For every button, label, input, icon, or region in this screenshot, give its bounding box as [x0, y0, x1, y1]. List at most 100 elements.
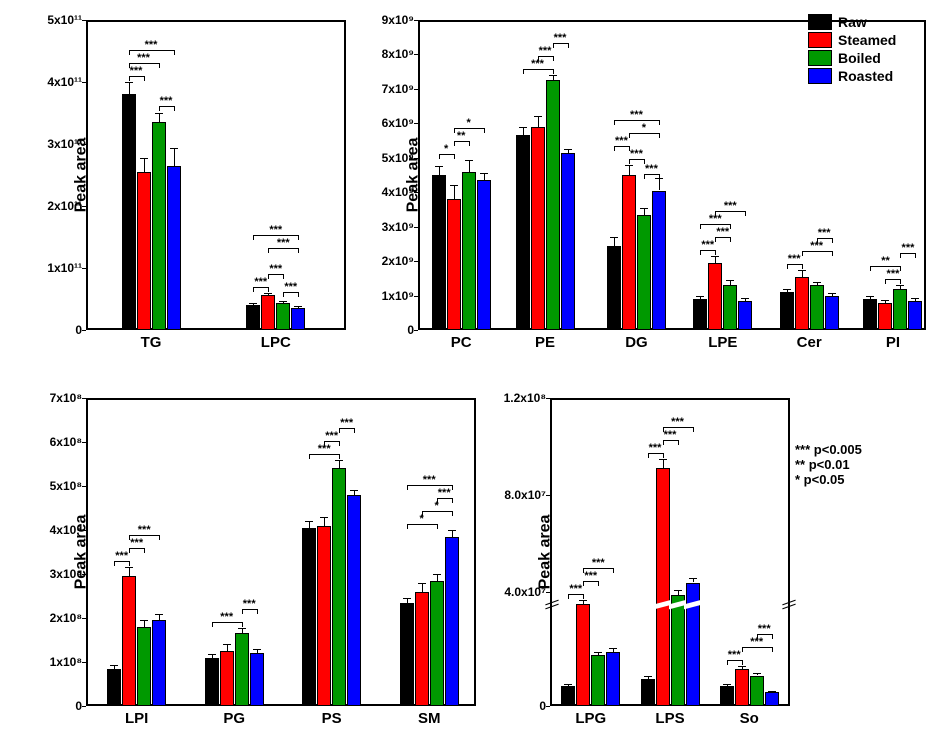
sig-label: *** [887, 268, 900, 280]
xlabel-LPC: LPC [261, 330, 291, 351]
xlabel-PE: PE [535, 330, 555, 351]
bar-PI-Roasted [908, 301, 922, 330]
legend-label: Raw [838, 14, 867, 30]
sig-label: *** [592, 557, 605, 569]
bar-So-Boiled [750, 676, 764, 706]
sig-label: *** [115, 550, 128, 562]
bar-LPE-Boiled [723, 285, 737, 330]
bar-TG-Steamed [137, 172, 151, 330]
bar-PS-Steamed [317, 526, 331, 706]
bar-PC-Raw [432, 175, 446, 330]
sig-label: * [444, 143, 448, 155]
bar-LPC-Raw [246, 305, 260, 330]
bar-DG-Boiled [637, 215, 651, 330]
bar-LPS-Steamed [656, 468, 670, 706]
bar-PE-Steamed [531, 127, 545, 330]
ytick-label: 4x10¹¹ [47, 75, 86, 89]
ytick-label: 2x10⁸ [50, 611, 86, 625]
pvalue-legend: *** p<0.005** p<0.01* p<0.05 [795, 442, 862, 487]
sig-label: *** [728, 649, 741, 661]
figure-root: Peak area01x10¹¹2x10¹¹3x10¹¹4x10¹¹5x10¹¹… [0, 0, 940, 738]
sig-label: *** [277, 237, 290, 249]
bar-PC-Roasted [477, 180, 491, 330]
bar-PG-Roasted [250, 653, 264, 706]
bar-TG-Boiled [152, 122, 166, 330]
legend-swatch [808, 50, 832, 66]
sig-label: *** [254, 276, 267, 288]
ytick-label: 5x10¹¹ [47, 13, 86, 27]
sig-label: *** [137, 52, 150, 64]
bar-Cer-Steamed [795, 277, 809, 330]
ytick-label: 4x10⁹ [382, 185, 418, 199]
sig-label: *** [569, 583, 582, 595]
sig-label: *** [138, 524, 151, 536]
ytick-label: 8x10⁹ [382, 47, 418, 61]
legend-swatch [808, 14, 832, 30]
bar-TG-Roasted [167, 166, 181, 330]
legend-swatch [808, 32, 832, 48]
bar-So-Steamed [735, 669, 749, 706]
sig-label: *** [758, 623, 771, 635]
pvalue-line: * p<0.05 [795, 472, 862, 487]
bar-PG-Raw [205, 658, 219, 706]
ytick-label: 1x10⁹ [382, 289, 418, 303]
sig-label: *** [243, 598, 256, 610]
bar-PI-Steamed [878, 303, 892, 330]
ytick-label: 5x10⁹ [382, 151, 418, 165]
legend-label: Boiled [838, 50, 881, 66]
xlabel-LPI: LPI [125, 706, 148, 727]
sig-label: *** [554, 32, 567, 44]
legend-item-Steamed: Steamed [808, 32, 896, 48]
xlabel-PG: PG [223, 706, 245, 727]
sig-label: *** [630, 148, 643, 160]
bar-Cer-Raw [780, 292, 794, 330]
pvalue-line: ** p<0.01 [795, 457, 862, 472]
sig-label: *** [902, 242, 915, 254]
xlabel-PS: PS [322, 706, 342, 727]
bar-PI-Boiled [893, 289, 907, 330]
bar-PE-Boiled [546, 80, 560, 330]
bar-Cer-Boiled [810, 285, 824, 330]
bar-SM-Steamed [415, 592, 429, 706]
bar-PE-Raw [516, 135, 530, 330]
legend-item-Roasted: Roasted [808, 68, 896, 84]
sig-label: *** [284, 281, 297, 293]
ytick-label: 4x10⁸ [50, 523, 86, 537]
ytick-label: 7x10⁹ [382, 82, 418, 96]
bar-LPS-Raw [641, 679, 655, 706]
sig-label: *** [649, 442, 662, 454]
legend-item-Boiled: Boiled [808, 50, 896, 66]
xlabel-LPS: LPS [655, 706, 684, 727]
sig-label: *** [269, 224, 282, 236]
bar-LPG-Boiled [591, 655, 605, 706]
sig-label: *** [340, 417, 353, 429]
ytick-label: 3x10⁹ [382, 220, 418, 234]
ytick-label: 1x10¹¹ [47, 261, 86, 275]
sig-label: *** [664, 429, 677, 441]
ytick-label: 8.0x10⁷ [504, 488, 550, 502]
bar-LPG-Roasted [606, 652, 620, 706]
bar-DG-Steamed [622, 175, 636, 330]
bar-LPC-Roasted [291, 308, 305, 330]
bar-So-Raw [720, 686, 734, 706]
sig-label: *** [539, 45, 552, 57]
sig-label: *** [325, 430, 338, 442]
bar-PE-Roasted [561, 153, 575, 330]
xlabel-DG: DG [625, 330, 648, 351]
sig-label: *** [788, 253, 801, 265]
sig-label: * [642, 122, 646, 134]
ytick-label: 2x10⁹ [382, 254, 418, 268]
sig-label: *** [145, 39, 158, 51]
panel-A: Peak area01x10¹¹2x10¹¹3x10¹¹4x10¹¹5x10¹¹… [86, 20, 346, 330]
bar-TG-Raw [122, 94, 136, 330]
legend-swatch [808, 68, 832, 84]
bar-PS-Raw [302, 528, 316, 706]
bar-LPG-Steamed [576, 604, 590, 706]
ytick-label: 3x10¹¹ [47, 137, 86, 151]
pvalue-line: *** p<0.005 [795, 442, 862, 457]
sig-label: *** [423, 474, 436, 486]
legend: Raw Steamed Boiled Roasted [808, 14, 896, 86]
sig-label: *** [584, 570, 597, 582]
bar-LPI-Roasted [152, 620, 166, 706]
sig-label: *** [630, 109, 643, 121]
